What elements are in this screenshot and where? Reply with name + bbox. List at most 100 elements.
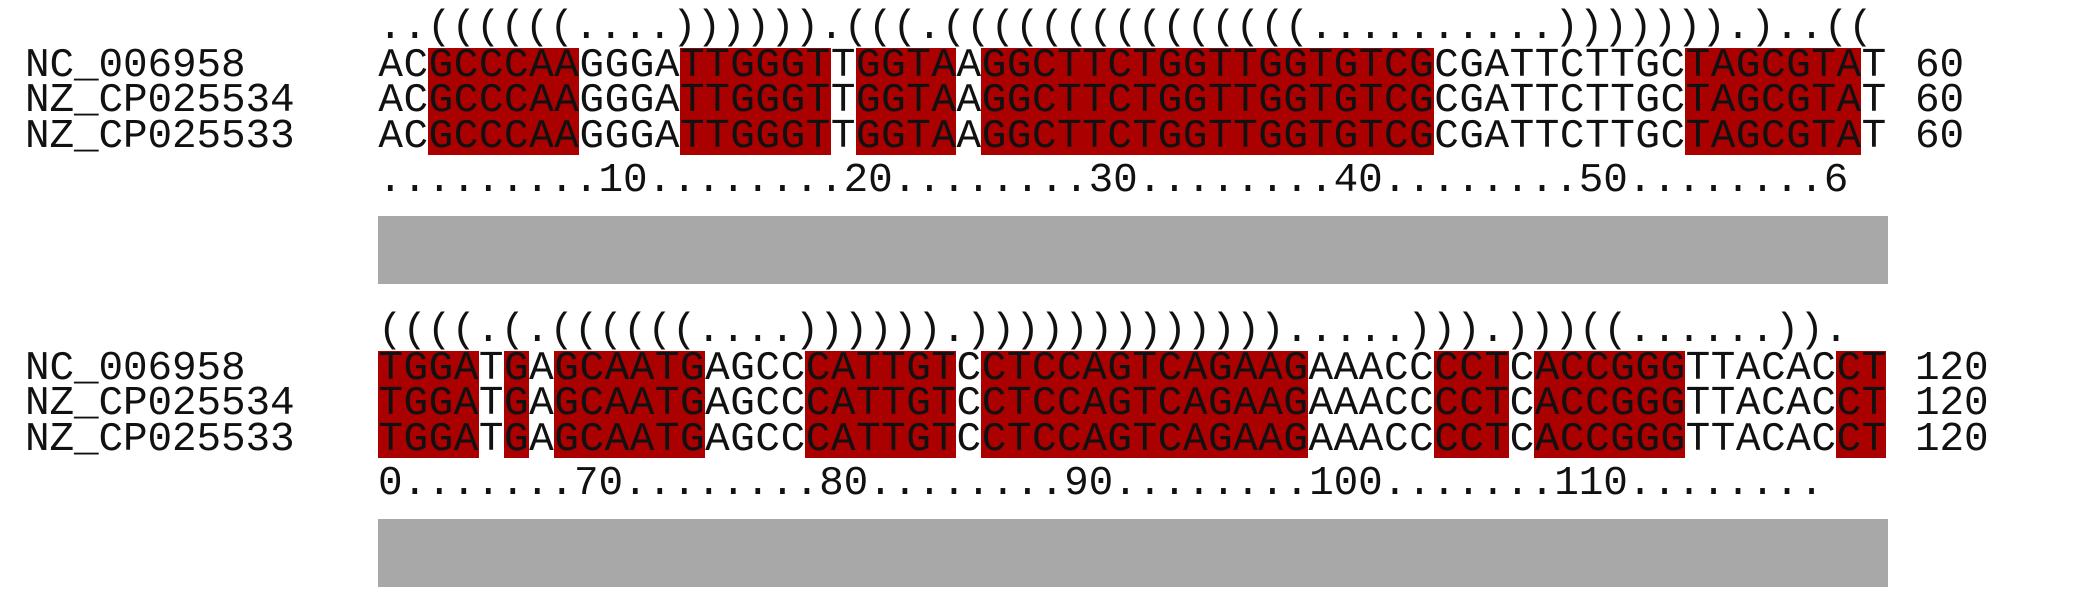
- unpaired-base: G: [1635, 114, 1660, 160]
- unpaired-base: C: [1509, 417, 1535, 463]
- paired-base: C: [503, 114, 529, 160]
- paired-base: A: [830, 381, 856, 427]
- paired-base: T: [679, 78, 705, 124]
- paired-base: G: [1609, 417, 1636, 463]
- paired-base: T: [931, 381, 957, 427]
- paired-base: G: [1283, 346, 1309, 392]
- unpaired-base: A: [1735, 346, 1761, 392]
- paired-base: A: [1710, 78, 1736, 124]
- unpaired-base: C: [1761, 346, 1786, 392]
- paired-base: A: [1257, 417, 1284, 463]
- paired-base: A: [1232, 346, 1258, 392]
- paired-base: T: [855, 381, 881, 427]
- paired-base: T: [1132, 417, 1158, 463]
- conservation-bar: [378, 519, 1888, 587]
- secondary-structure-line: ((((.(.((((((....)))))).)))))))))))))...…: [378, 308, 1849, 354]
- paired-base: G: [1735, 78, 1761, 124]
- unpaired-base: A: [1484, 114, 1510, 160]
- paired-base: A: [528, 114, 554, 160]
- paired-base: G: [428, 381, 454, 427]
- paired-base: T: [805, 43, 831, 89]
- unpaired-base: A: [654, 78, 680, 124]
- paired-base: G: [1283, 78, 1309, 124]
- paired-base: T: [880, 381, 906, 427]
- paired-base: A: [528, 78, 554, 124]
- paired-base: C: [1107, 114, 1133, 160]
- paired-base: T: [378, 346, 404, 392]
- unpaired-base: C: [1409, 346, 1434, 392]
- paired-base: G: [503, 346, 529, 392]
- paired-base: C: [805, 417, 831, 463]
- paired-base: G: [503, 381, 529, 427]
- paired-base: G: [1157, 114, 1183, 160]
- sequence-name: NZ_CP025533: [25, 417, 295, 463]
- paired-base: G: [1635, 417, 1661, 463]
- unpaired-base: T: [1534, 78, 1560, 124]
- paired-base: C: [1584, 346, 1610, 392]
- paired-base: T: [1308, 114, 1334, 160]
- unpaired-base: A: [956, 78, 982, 124]
- paired-base: A: [1836, 78, 1862, 124]
- unpaired-base: C: [1509, 381, 1535, 427]
- unpaired-base: A: [378, 114, 403, 160]
- unpaired-base: C: [956, 346, 982, 392]
- unpaired-base: T: [1710, 417, 1736, 463]
- paired-base: T: [880, 417, 906, 463]
- paired-base: T: [1308, 78, 1334, 124]
- paired-base: A: [1710, 43, 1736, 89]
- paired-base: A: [553, 43, 580, 89]
- unpaired-base: C: [403, 114, 428, 160]
- paired-base: T: [654, 381, 680, 427]
- paired-base: G: [905, 346, 932, 392]
- paired-base: A: [604, 346, 630, 392]
- paired-base: C: [981, 417, 1007, 463]
- paired-base: T: [1685, 78, 1711, 124]
- paired-base: G: [880, 78, 906, 124]
- position-ruler: 0.......70........80........90........10…: [378, 461, 1824, 507]
- unpaired-base: A: [1308, 417, 1334, 463]
- unpaired-base: T: [1585, 78, 1610, 124]
- paired-base: C: [1107, 43, 1133, 89]
- paired-base: T: [1685, 43, 1711, 89]
- paired-base: G: [1333, 114, 1359, 160]
- paired-base: A: [604, 417, 630, 463]
- paired-base: G: [755, 43, 781, 89]
- unpaired-base: T: [1861, 43, 1887, 89]
- paired-base: A: [1710, 114, 1736, 160]
- paired-base: A: [1257, 346, 1284, 392]
- paired-base: G: [1182, 43, 1208, 89]
- sequence-name: NZ_CP025534: [25, 78, 295, 124]
- paired-base: G: [1107, 381, 1133, 427]
- sequence-row: TGGATGAGCAATGAGCCCATTGTCCTCCAGTCAGAAGAAA…: [378, 381, 1887, 427]
- paired-base: G: [1207, 381, 1233, 427]
- paired-base: G: [1333, 43, 1359, 89]
- sequence-name: NZ_CP025533: [25, 114, 295, 160]
- unpaired-base: T: [1509, 114, 1535, 160]
- paired-base: C: [1056, 381, 1082, 427]
- paired-base: G: [780, 78, 806, 124]
- paired-base: G: [855, 43, 881, 89]
- paired-base: A: [1232, 381, 1258, 427]
- paired-base: G: [855, 78, 881, 124]
- unpaired-base: G: [579, 78, 604, 124]
- paired-base: G: [1207, 346, 1233, 392]
- paired-base: C: [1383, 78, 1409, 124]
- unpaired-base: T: [1534, 114, 1560, 160]
- paired-base: G: [1006, 43, 1032, 89]
- paired-base: A: [1534, 417, 1560, 463]
- paired-base: C: [1836, 346, 1862, 392]
- unpaired-base: A: [705, 381, 730, 427]
- unpaired-base: T: [478, 381, 504, 427]
- paired-base: G: [981, 43, 1007, 89]
- paired-base: A: [629, 381, 655, 427]
- paired-base: A: [1182, 417, 1208, 463]
- paired-base: T: [1207, 78, 1233, 124]
- paired-base: T: [1232, 114, 1258, 160]
- paired-base: G: [428, 417, 454, 463]
- unpaired-base: T: [1610, 114, 1635, 160]
- paired-base: G: [1408, 78, 1434, 124]
- paired-base: C: [478, 78, 504, 124]
- paired-base: C: [1433, 346, 1460, 392]
- paired-base: C: [503, 78, 529, 124]
- paired-base: C: [1559, 417, 1585, 463]
